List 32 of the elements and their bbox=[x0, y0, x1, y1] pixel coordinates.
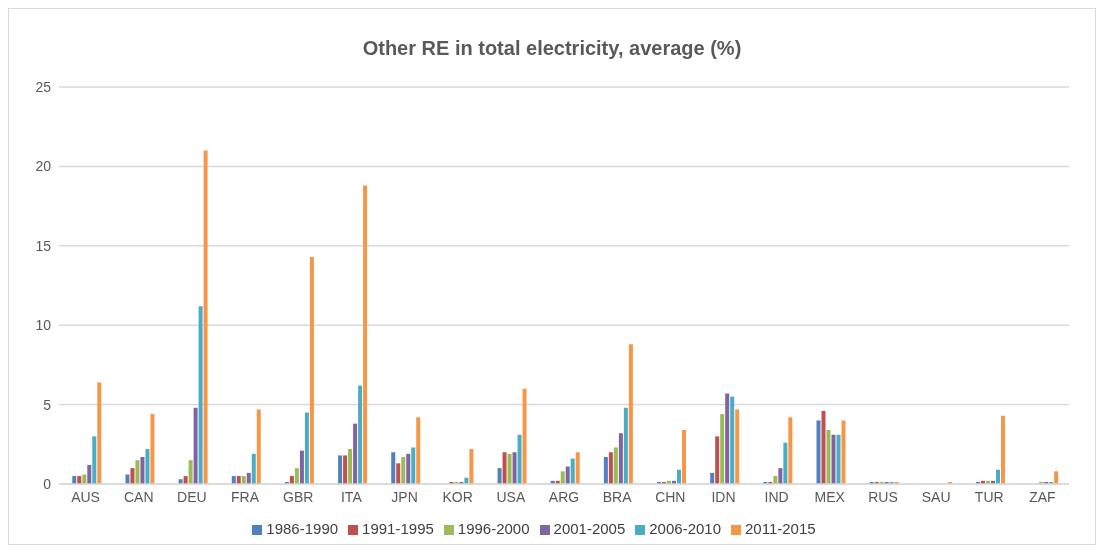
x-tick-label: CAN bbox=[123, 488, 154, 505]
y-tick-label: 20 bbox=[35, 158, 52, 175]
x-tick-label: SAU bbox=[921, 488, 951, 505]
y-tick-label: 25 bbox=[35, 78, 52, 95]
legend-label: 2001-2005 bbox=[553, 520, 626, 537]
x-tick-label: RUS bbox=[868, 488, 898, 505]
x-tick-label: USA bbox=[496, 488, 526, 505]
y-tick-label: 0 bbox=[43, 475, 52, 492]
x-tick-label: ITA bbox=[340, 488, 363, 505]
x-tick-label: FRA bbox=[231, 488, 260, 505]
legend-label: 1996-2000 bbox=[457, 520, 530, 537]
x-tick-label: TUR bbox=[974, 488, 1004, 505]
x-tick-label: KOR bbox=[442, 488, 473, 505]
y-tick-label: 5 bbox=[43, 396, 52, 413]
x-tick-label: JPN bbox=[391, 488, 418, 505]
x-tick-label: IND bbox=[764, 488, 789, 505]
legend-label: 1986-1990 bbox=[266, 520, 339, 537]
x-tick-label: ZAF bbox=[1029, 488, 1056, 505]
x-tick-label: BRA bbox=[602, 488, 633, 505]
legend-label: 1991-1995 bbox=[362, 520, 434, 537]
x-tick-label: IDN bbox=[711, 488, 736, 505]
y-tick-label: 15 bbox=[35, 237, 52, 254]
x-tick-label: MEX bbox=[814, 488, 846, 505]
legend-label: 2011-2015 bbox=[745, 520, 816, 537]
x-tick-label: DEU bbox=[177, 488, 207, 505]
y-tick-label: 10 bbox=[35, 317, 52, 334]
x-tick-label: AUS bbox=[71, 488, 100, 505]
x-tick-label: ARG bbox=[548, 488, 580, 505]
x-tick-label: CHN bbox=[655, 488, 686, 505]
chart-title: Other RE in total electricity, average (%) bbox=[361, 36, 743, 61]
x-tick-label: GBR bbox=[283, 488, 314, 505]
legend-label: 2006-2010 bbox=[649, 520, 722, 537]
